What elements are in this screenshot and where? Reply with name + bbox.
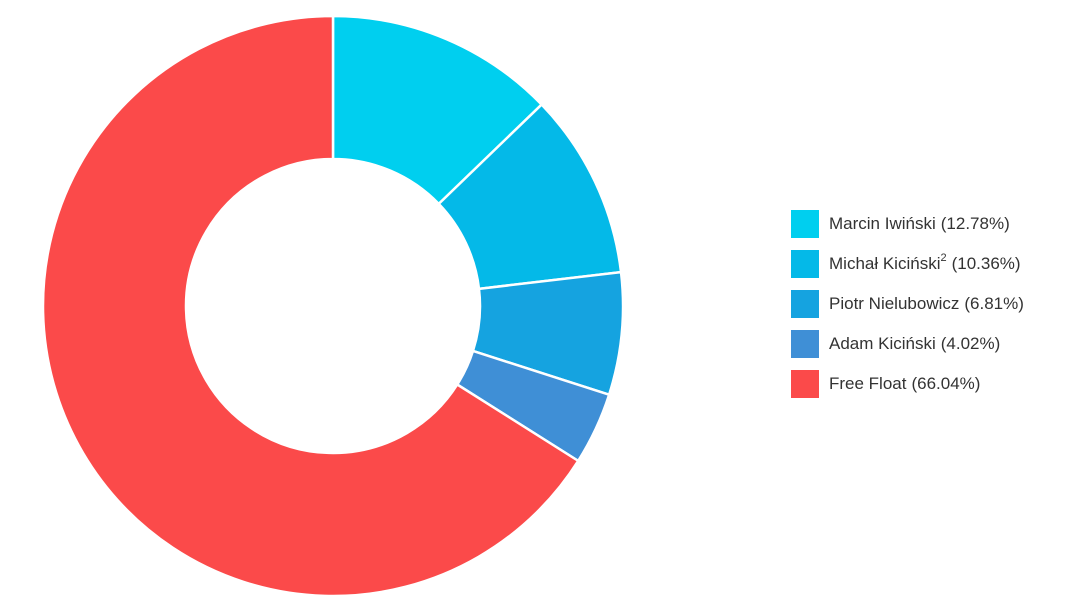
legend-value: (12.78%) (941, 214, 1010, 233)
legend-swatch (791, 250, 819, 278)
legend-name: Adam Kiciński (829, 334, 936, 353)
legend-swatch (791, 210, 819, 238)
legend-name: Michał Kiciński (829, 254, 940, 273)
legend-value: (66.04%) (911, 374, 980, 393)
legend-name: Piotr Nielubowicz (829, 294, 959, 313)
legend-label: Piotr Nielubowicz (6.81%) (829, 294, 1024, 313)
legend-label: Free Float (66.04%) (829, 374, 980, 393)
legend-swatch (791, 290, 819, 318)
legend-label: Michał Kiciński2 (10.36%) (829, 252, 1021, 274)
legend-superscript: 2 (940, 252, 946, 264)
legend-label: Adam Kiciński (4.02%) (829, 334, 1000, 353)
legend-name: Free Float (829, 374, 907, 393)
legend-value: (10.36%) (952, 254, 1021, 273)
legend-label: Marcin Iwiński (12.78%) (829, 214, 1010, 233)
legend-swatch (791, 330, 819, 358)
legend-value: (4.02%) (941, 334, 1001, 353)
legend-value: (6.81%) (964, 294, 1024, 313)
legend-swatch (791, 370, 819, 398)
legend-name: Marcin Iwiński (829, 214, 936, 233)
donut-slice (41, 14, 580, 598)
donut-slice (331, 14, 544, 206)
